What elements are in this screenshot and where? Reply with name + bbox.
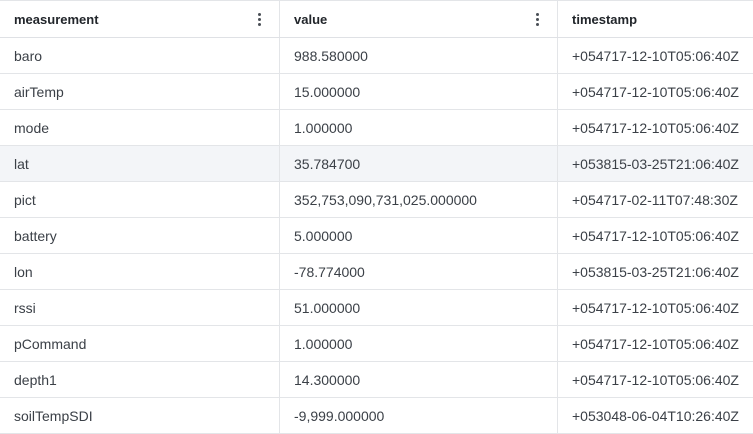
- cell-measurement: depth1: [0, 362, 280, 397]
- table-header-row: measurement value timestamp: [0, 1, 753, 38]
- cell-timestamp: +054717-12-10T05:06:40Z: [572, 119, 739, 136]
- column-header-timestamp[interactable]: timestamp: [558, 1, 753, 37]
- cell-value: 352,753,090,731,025.000000: [280, 182, 558, 217]
- cell-value: 51.000000: [280, 290, 558, 325]
- cell-value: 15.000000: [280, 74, 558, 109]
- cell-measurement: soilTempSDI: [0, 398, 280, 433]
- table-row[interactable]: lon -78.774000 +053815-03-25T21:06:40Z: [0, 254, 753, 290]
- cell-measurement: airTemp: [0, 74, 280, 109]
- cell-timestamp: +054717-12-10T05:06:40Z: [572, 335, 739, 352]
- column-header-value[interactable]: value: [280, 1, 558, 37]
- cell-measurement: battery: [0, 218, 280, 253]
- cell-measurement: pict: [0, 182, 280, 217]
- table-row[interactable]: baro 988.580000 +054717-12-10T05:06:40Z: [0, 38, 753, 74]
- cell-measurement: pCommand: [0, 326, 280, 361]
- cell-timestamp: +054717-12-10T05:06:40Z: [572, 47, 739, 64]
- cell-timestamp: +053048-06-04T10:26:40Z: [572, 407, 739, 424]
- kebab-vertical-icon[interactable]: [531, 10, 543, 28]
- cell-timestamp: +054717-12-10T05:06:40Z: [572, 83, 739, 100]
- cell-value: 14.300000: [280, 362, 558, 397]
- column-header-label: timestamp: [572, 11, 638, 27]
- column-header-label: measurement: [14, 11, 99, 27]
- table-row-highlighted[interactable]: lat 35.784700 +053815-03-25T21:06:40Z: [0, 146, 753, 182]
- table-row[interactable]: battery 5.000000 +054717-12-10T05:06:40Z: [0, 218, 753, 254]
- column-header-label: value: [294, 11, 328, 27]
- cell-timestamp: +054717-12-10T05:06:40Z: [572, 371, 739, 388]
- table-row[interactable]: soilTempSDI -9,999.000000 +053048-06-04T…: [0, 398, 753, 434]
- table-row[interactable]: pict 352,753,090,731,025.000000 +054717-…: [0, 182, 753, 218]
- table-row[interactable]: rssi 51.000000 +054717-12-10T05:06:40Z: [0, 290, 753, 326]
- cell-value: -78.774000: [280, 254, 558, 289]
- cell-timestamp: +054717-12-10T05:06:40Z: [572, 227, 739, 244]
- cell-timestamp: +053815-03-25T21:06:40Z: [572, 263, 739, 280]
- column-header-measurement[interactable]: measurement: [0, 1, 280, 37]
- table-row[interactable]: airTemp 15.000000 +054717-12-10T05:06:40…: [0, 74, 753, 110]
- cell-timestamp: +054717-02-11T07:48:30Z: [572, 191, 738, 208]
- cell-measurement: mode: [0, 110, 280, 145]
- cell-value: 988.580000: [280, 38, 558, 73]
- table-row[interactable]: depth1 14.300000 +054717-12-10T05:06:40Z: [0, 362, 753, 398]
- cell-value: 35.784700: [280, 146, 558, 181]
- cell-measurement: baro: [0, 38, 280, 73]
- cell-value: -9,999.000000: [280, 398, 558, 433]
- cell-timestamp: +054717-12-10T05:06:40Z: [572, 299, 739, 316]
- cell-timestamp: +053815-03-25T21:06:40Z: [572, 155, 739, 172]
- table-row[interactable]: mode 1.000000 +054717-12-10T05:06:40Z: [0, 110, 753, 146]
- table-row[interactable]: pCommand 1.000000 +054717-12-10T05:06:40…: [0, 326, 753, 362]
- cell-value: 5.000000: [280, 218, 558, 253]
- kebab-vertical-icon[interactable]: [253, 10, 265, 28]
- cell-value: 1.000000: [280, 326, 558, 361]
- cell-measurement: lat: [0, 146, 280, 181]
- cell-value: 1.000000: [280, 110, 558, 145]
- cell-measurement: lon: [0, 254, 280, 289]
- cell-measurement: rssi: [0, 290, 280, 325]
